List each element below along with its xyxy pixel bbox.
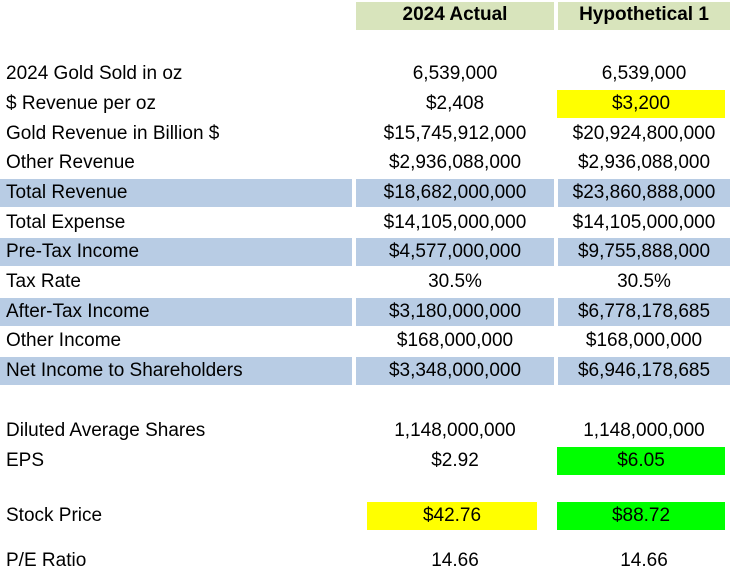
hypothetical-value[interactable]: $20,924,800,000 bbox=[572, 123, 716, 144]
table-row-other-revenue: Other Revenue $2,936,088,000 $2,936,088,… bbox=[0, 149, 730, 177]
table-row-gold-sold: 2024 Gold Sold in oz 6,539,000 6,539,000 bbox=[0, 60, 730, 88]
hypothetical-value[interactable]: $9,755,888,000 bbox=[558, 238, 730, 266]
table-row-stock-price: Stock Price $42.76 $88.72 bbox=[0, 502, 730, 530]
hypothetical-value[interactable]: $2,936,088,000 bbox=[577, 152, 711, 173]
table-row-eps: EPS $2.92 $6.05 bbox=[0, 447, 730, 475]
hypothetical-value[interactable]: $23,860,888,000 bbox=[558, 179, 730, 207]
column-header-hypothetical-1[interactable]: Hypothetical 1 bbox=[558, 2, 730, 30]
row-label[interactable]: EPS bbox=[6, 450, 45, 471]
hypothetical-value[interactable]: 1,148,000,000 bbox=[583, 420, 705, 441]
row-label[interactable]: Gold Revenue in Billion $ bbox=[6, 123, 220, 144]
row-label[interactable]: Total Expense bbox=[6, 212, 126, 233]
table-row-revenue-per-oz: $ Revenue per oz $2,408 $3,200 bbox=[0, 90, 730, 118]
actual-value[interactable]: $2,408 bbox=[425, 93, 485, 114]
actual-value[interactable]: $3,348,000,000 bbox=[356, 357, 554, 385]
actual-value[interactable]: $2.92 bbox=[431, 450, 479, 471]
actual-value-highlighted[interactable]: $42.76 bbox=[367, 502, 537, 530]
hypothetical-value[interactable]: $6,778,178,685 bbox=[558, 298, 730, 326]
row-label[interactable]: After-Tax Income bbox=[0, 298, 352, 326]
row-label[interactable]: $ Revenue per oz bbox=[6, 93, 156, 114]
table-row-total-revenue: Total Revenue $18,682,000,000 $23,860,88… bbox=[0, 179, 730, 207]
actual-value[interactable]: 30.5% bbox=[428, 271, 482, 292]
actual-value[interactable]: $3,180,000,000 bbox=[356, 298, 554, 326]
actual-value[interactable]: 14.66 bbox=[431, 550, 479, 571]
row-label[interactable]: Stock Price bbox=[6, 505, 103, 526]
column-header-2024-actual[interactable]: 2024 Actual bbox=[356, 2, 554, 30]
row-label[interactable]: Tax Rate bbox=[6, 271, 81, 292]
table-row-diluted-shares: Diluted Average Shares 1,148,000,000 1,1… bbox=[0, 417, 730, 445]
row-label[interactable]: Pre-Tax Income bbox=[0, 238, 352, 266]
actual-value[interactable]: $4,577,000,000 bbox=[356, 238, 554, 266]
actual-value[interactable]: 6,539,000 bbox=[412, 63, 498, 84]
row-label[interactable]: Other Revenue bbox=[6, 152, 135, 173]
hypothetical-value[interactable]: $14,105,000,000 bbox=[572, 212, 716, 233]
hypothetical-value[interactable]: 30.5% bbox=[617, 271, 671, 292]
actual-value[interactable]: $2,936,088,000 bbox=[388, 152, 522, 173]
row-label[interactable]: Other Income bbox=[6, 330, 122, 351]
row-label[interactable]: Net Income to Shareholders bbox=[0, 357, 352, 385]
actual-value[interactable]: $168,000,000 bbox=[396, 330, 514, 351]
table-row-other-income: Other Income $168,000,000 $168,000,000 bbox=[0, 327, 730, 355]
hypothetical-value[interactable]: $6,946,178,685 bbox=[558, 357, 730, 385]
table-row-net-income: Net Income to Shareholders $3,348,000,00… bbox=[0, 357, 730, 385]
actual-value[interactable]: $15,745,912,000 bbox=[383, 123, 527, 144]
table-row-after-tax-income: After-Tax Income $3,180,000,000 $6,778,1… bbox=[0, 298, 730, 326]
table-row-pre-tax-income: Pre-Tax Income $4,577,000,000 $9,755,888… bbox=[0, 238, 730, 266]
actual-value[interactable]: 1,148,000,000 bbox=[394, 420, 516, 441]
table-row-total-expense: Total Expense $14,105,000,000 $14,105,00… bbox=[0, 209, 730, 237]
row-label[interactable]: Total Revenue bbox=[0, 179, 352, 207]
table-row-gold-revenue: Gold Revenue in Billion $ $15,745,912,00… bbox=[0, 120, 730, 148]
hypothetical-value[interactable]: 14.66 bbox=[620, 550, 668, 571]
hypothetical-value[interactable]: $168,000,000 bbox=[585, 330, 703, 351]
table-row-tax-rate: Tax Rate 30.5% 30.5% bbox=[0, 268, 730, 296]
row-label[interactable]: Diluted Average Shares bbox=[6, 420, 206, 441]
table-row-pe-ratio: P/E Ratio 14.66 14.66 bbox=[0, 547, 730, 575]
actual-value[interactable]: $14,105,000,000 bbox=[383, 212, 527, 233]
hypothetical-value-highlighted[interactable]: $3,200 bbox=[557, 90, 725, 118]
actual-value[interactable]: $18,682,000,000 bbox=[356, 179, 554, 207]
hypothetical-value[interactable]: 6,539,000 bbox=[601, 63, 687, 84]
row-label[interactable]: 2024 Gold Sold in oz bbox=[6, 63, 183, 84]
hypothetical-value-highlighted[interactable]: $88.72 bbox=[557, 502, 725, 530]
row-label[interactable]: P/E Ratio bbox=[6, 550, 87, 571]
hypothetical-value-highlighted[interactable]: $6.05 bbox=[557, 447, 725, 475]
